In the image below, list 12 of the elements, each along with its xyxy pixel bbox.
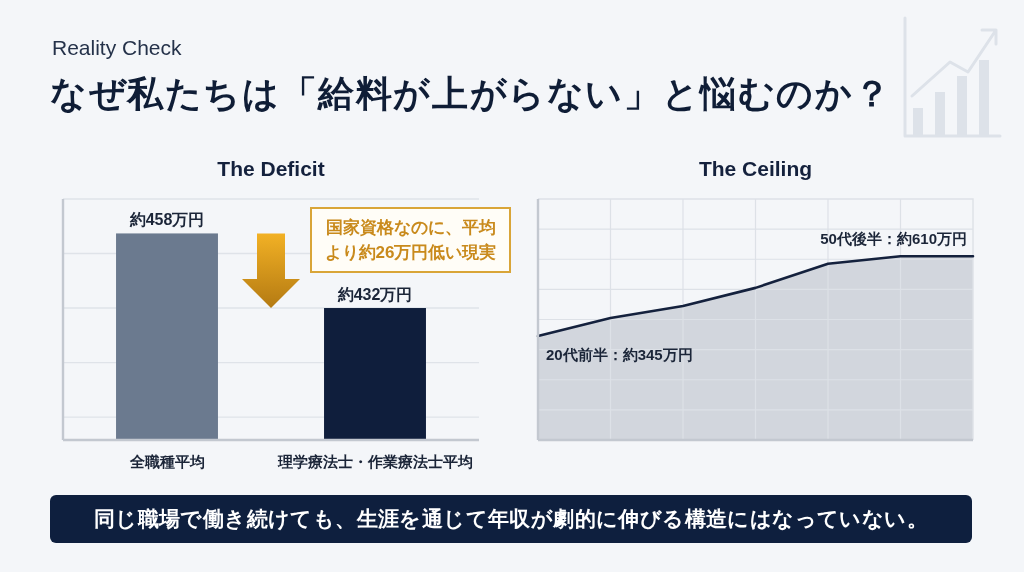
data-label: 約432万円	[336, 286, 413, 304]
data-label: 50代後半：約610万円	[820, 230, 967, 248]
x-tick-label: 全職種平均	[128, 453, 205, 470]
chart-title: The Deficit	[217, 157, 325, 180]
text: 同じ職場で働き続けても、生涯を通じて年収が劇的に伸びる構造にはなっていない。	[50, 495, 972, 543]
x-tick-label: 理学療法士・作業療法士平均	[276, 453, 473, 470]
text: Reality Check	[52, 36, 182, 60]
data-label: 約458万円	[128, 211, 205, 229]
data-label: 20代前半：約345万円	[546, 346, 693, 364]
text: なぜ私たちは「給料が上がらない」と悩むのか？	[50, 72, 892, 116]
chart-title: The Ceiling	[698, 157, 813, 180]
annotation: 国家資格なのに、平均より約26万円低い現実	[310, 207, 511, 273]
